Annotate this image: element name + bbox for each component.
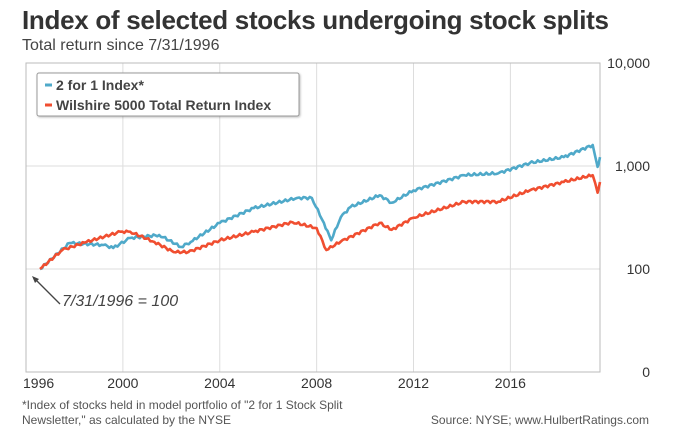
source-note: Source: NYSE; www.HulbertRatings.com — [430, 413, 649, 427]
x-tick-label: 2000 — [107, 375, 138, 391]
legend-box — [36, 72, 300, 117]
legend-label-wilshire: Wilshire 5000 Total Return Index — [56, 97, 271, 113]
annotation: 7/31/1996 = 100 — [32, 276, 178, 310]
y-tick-label: 10,000 — [607, 55, 650, 71]
x-tick-label: 2004 — [204, 375, 235, 391]
annotation-text: 7/31/1996 = 100 — [62, 293, 178, 310]
series-line-1 — [39, 173, 602, 271]
legend-label-2for1: 2 for 1 Index* — [56, 77, 144, 93]
x-tick-label: 2008 — [301, 375, 332, 391]
x-tick-label: 2012 — [398, 375, 429, 391]
chart-title: Index of selected stocks undergoing stoc… — [22, 5, 609, 35]
x-tick-label: 1996 — [23, 375, 54, 391]
y-tick-label: 1,000 — [615, 158, 650, 174]
legend: 2 for 1 Index* Wilshire 5000 Total Retur… — [36, 72, 300, 117]
chart-subtitle: Total return since 7/31/1996 — [22, 37, 220, 54]
plot-frame — [25, 62, 601, 373]
y-tick-label: 100 — [627, 261, 651, 277]
x-tick-label: 2016 — [495, 375, 526, 391]
footnote: *Index of stocks held in model portfolio… — [22, 398, 343, 427]
y-tick-label: 0 — [642, 364, 650, 380]
grid — [26, 63, 600, 372]
series-line-0 — [39, 143, 602, 271]
annotation-arrow-icon — [32, 276, 39, 283]
annotation-arrow-line — [33, 277, 61, 305]
